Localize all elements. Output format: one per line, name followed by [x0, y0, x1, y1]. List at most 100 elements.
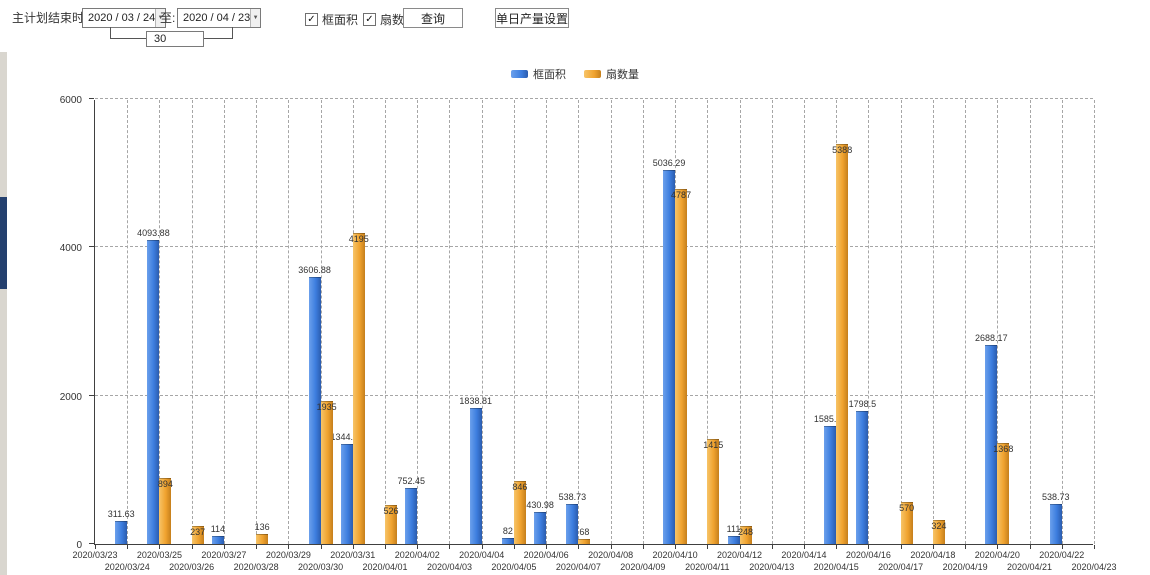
x-axis-tick-label: 2020/04/15 [813, 562, 859, 572]
chart-legend: 框面积 扇数量 [0, 66, 1150, 82]
x-axis-tick-label: 2020/04/05 [491, 562, 537, 572]
x-axis-tick-label: 2020/04/01 [362, 562, 408, 572]
bar-value-label: 570 [899, 502, 915, 513]
x-axis-tick-label: 2020/04/13 [749, 562, 795, 572]
vertical-gridline [965, 100, 967, 544]
vertical-gridline [707, 100, 709, 544]
x-axis-tick-label: 2020/04/19 [942, 562, 988, 572]
bar-value-label: 237 [190, 527, 206, 538]
vertical-gridline [513, 100, 515, 544]
x-axis-tick-label: 2020/03/24 [104, 562, 150, 572]
days-count-input[interactable]: 30 [146, 31, 204, 47]
vertical-gridline [546, 100, 548, 544]
x-axis-tick [481, 545, 483, 549]
x-axis-tick [320, 545, 322, 549]
x-axis-tick-label: 2020/04/18 [910, 550, 956, 560]
x-axis-tick [707, 545, 709, 549]
bar-value-label: 1838.81 [459, 395, 492, 406]
frame-area-bar [211, 535, 224, 544]
frame-area-bar [308, 276, 321, 544]
horizontal-gridline [95, 246, 1093, 248]
vertical-gridline [900, 100, 902, 544]
bar-value-label: 4787 [671, 189, 692, 200]
x-axis-tick-label: 2020/03/28 [233, 562, 279, 572]
bar-value-label: 4195 [348, 233, 369, 244]
vertical-gridline [642, 100, 644, 544]
vertical-gridline [127, 100, 129, 544]
vertical-gridline [803, 100, 805, 544]
checkbox-check-icon[interactable]: ✓ [305, 13, 318, 26]
date-to-dropdown-icon[interactable]: ▼ [250, 9, 260, 27]
x-axis-tick-label: 2020/04/17 [878, 562, 924, 572]
legend-label: 框面积 [533, 69, 566, 81]
checkbox-check-icon[interactable]: ✓ [363, 13, 376, 26]
date-from-value: 2020 / 03 / 24 [88, 12, 156, 24]
frame-area-bar [147, 240, 160, 544]
x-axis-tick-label: 2020/03/31 [330, 550, 376, 560]
x-axis-tick [256, 545, 258, 549]
bar-value-label: 311.63 [107, 508, 135, 519]
x-axis-tick [288, 545, 290, 549]
x-axis-tick-label: 2020/04/16 [845, 550, 891, 560]
x-axis-tick [836, 545, 838, 549]
x-axis-tick [546, 545, 548, 549]
bar-value-label: 1368 [993, 443, 1014, 454]
query-button[interactable]: 查询 [403, 8, 463, 28]
x-axis-tick-label: 2020/04/14 [781, 550, 827, 560]
x-axis-tick [739, 545, 741, 549]
sash-count-bar [513, 481, 526, 544]
sash-count-bar [578, 538, 591, 544]
date-from-dropdown-icon[interactable]: ▼ [155, 9, 165, 27]
date-to-picker[interactable]: 2020 / 04 / 23 ▼ [177, 8, 261, 28]
x-axis-tick-label: 2020/03/26 [169, 562, 215, 572]
x-axis-tick-label: 2020/04/12 [716, 550, 763, 560]
bar-value-label: 4093.88 [137, 228, 170, 239]
x-axis-tick-label: 2020/04/11 [685, 562, 730, 572]
x-axis-tick-label: 2020/04/22 [1039, 550, 1085, 560]
frame-area-checkbox[interactable]: ✓ 框面积 [305, 11, 358, 28]
bar-chart-plot-area: 2020/03/23 2020/03/24 2020/03/25 2020/03/26… [72, 98, 1117, 572]
vertical-gridline [1094, 100, 1095, 544]
x-axis-tick [932, 545, 934, 549]
frame-area-swatch-icon [511, 70, 528, 78]
vertical-gridline [771, 100, 773, 544]
bar-value-label: 324 [931, 520, 947, 531]
bar-value-label: 248 [738, 526, 754, 537]
vertical-gridline [385, 100, 387, 544]
bar-value-label: 1935 [316, 401, 337, 412]
x-axis-tick [385, 545, 387, 549]
vertical-gridline [417, 100, 419, 544]
x-axis-tick [771, 545, 773, 549]
date-to-value: 2020 / 04 / 23 [183, 12, 251, 24]
frame-area-bar [824, 426, 837, 544]
legend-item-frame-area: 框面积 [511, 66, 566, 82]
bar-value-label: 1415 [703, 440, 724, 451]
x-axis-tick [868, 545, 870, 549]
sash-count-bar [997, 442, 1010, 544]
y-axis-tick-label: 2000 [59, 391, 82, 403]
x-axis-tick-label: 2020/04/20 [974, 550, 1020, 560]
y-axis-tick-label: 0 [76, 540, 82, 551]
y-axis-tick-label: 4000 [59, 243, 82, 255]
bar-value-label: 538.73 [558, 492, 587, 503]
bar-value-label: 894 [157, 478, 173, 489]
x-axis-tick-label: 2020/04/09 [620, 562, 666, 572]
date-from-picker[interactable]: 2020 / 03 / 24 ▼ [82, 8, 166, 28]
daily-output-settings-button[interactable]: 单日产量设置 [495, 8, 569, 28]
sash-count-bar [320, 400, 333, 544]
vertical-gridline [159, 100, 161, 544]
sash-count-bar [900, 501, 913, 544]
sash-count-bar [256, 533, 269, 544]
x-axis-tick [1061, 545, 1063, 549]
vertical-gridline [256, 100, 258, 544]
x-axis-tick [610, 545, 612, 549]
frame-area-bar [340, 444, 353, 544]
bar-value-label: 538.73 [1042, 492, 1070, 503]
sash-count-bar [352, 232, 365, 544]
x-axis-tick [1094, 545, 1095, 549]
vertical-gridline [1029, 100, 1031, 544]
frame-area-checkbox-label: 框面积 [322, 13, 359, 27]
x-axis-tick-label: 2020/03/23 [72, 550, 118, 560]
x-axis-tick [223, 545, 225, 549]
frame-area-bar [566, 504, 579, 544]
